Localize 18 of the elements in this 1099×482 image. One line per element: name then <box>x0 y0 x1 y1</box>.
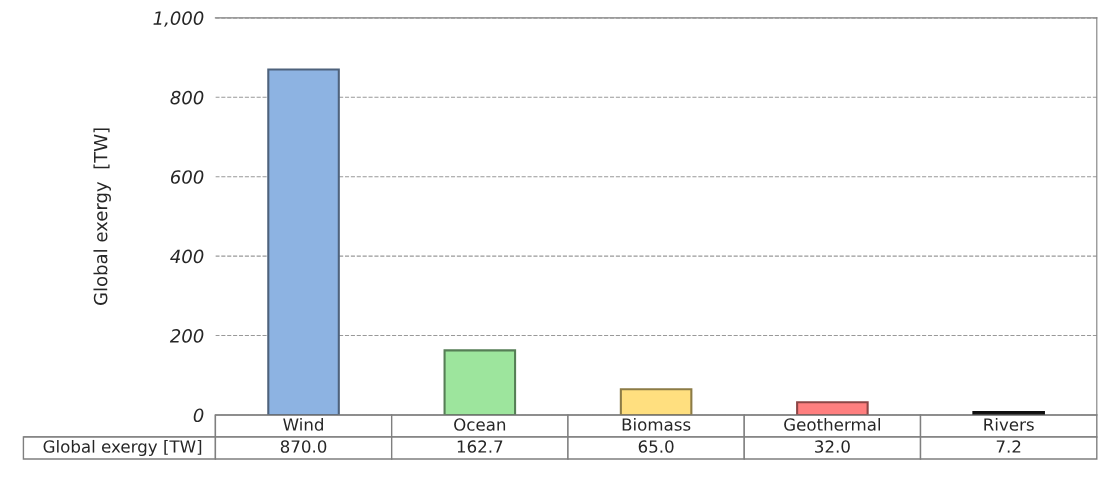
y-tick-label: 0 <box>193 408 204 423</box>
x-tick-label: Biomass <box>622 417 691 431</box>
y-tick-label: 1,000 <box>153 11 204 27</box>
x-tick-label: Rivers <box>984 417 1034 431</box>
data-label: 65.0 <box>638 440 674 453</box>
y-tick-label: 400 <box>170 249 204 264</box>
data-label: 162.7 <box>457 440 503 453</box>
data-label: 870.0 <box>280 440 327 453</box>
text: Global exergy [TW] <box>43 439 202 457</box>
y-tick-label: 800 <box>170 90 204 105</box>
y-tick-label: 600 <box>170 170 204 184</box>
x-tick-label: Ocean <box>454 418 506 431</box>
data-label: 32.0 <box>815 440 850 453</box>
data-label: 7.2 <box>996 440 1021 453</box>
x-tick-label: Geothermal <box>784 417 880 431</box>
y-tick-label: 200 <box>169 329 204 343</box>
y-axis-title: Global exergy [TW] <box>93 128 111 305</box>
x-tick-label: Wind <box>283 417 323 431</box>
